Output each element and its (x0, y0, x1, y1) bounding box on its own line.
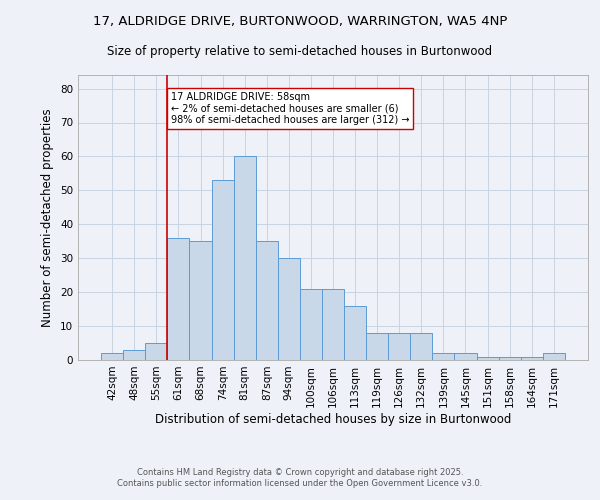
Text: 17, ALDRIDGE DRIVE, BURTONWOOD, WARRINGTON, WA5 4NP: 17, ALDRIDGE DRIVE, BURTONWOOD, WARRINGT… (93, 15, 507, 28)
Bar (300, 289, 322, 360)
Bar (167, 238, 190, 360)
Bar (433, 353, 454, 360)
Bar (145, 343, 167, 360)
Text: 17 ALDRIDGE DRIVE: 58sqm
← 2% of semi-detached houses are smaller (6)
98% of sem: 17 ALDRIDGE DRIVE: 58sqm ← 2% of semi-de… (171, 92, 409, 125)
Bar (344, 306, 366, 360)
Bar (123, 350, 145, 360)
Y-axis label: Number of semi-detached properties: Number of semi-detached properties (41, 108, 55, 327)
X-axis label: Distribution of semi-detached houses by size in Burtonwood: Distribution of semi-detached houses by … (155, 412, 511, 426)
Bar (212, 180, 233, 360)
Bar (278, 258, 300, 360)
Bar (322, 289, 344, 360)
Bar (366, 333, 388, 360)
Bar (454, 353, 476, 360)
Bar (476, 356, 499, 360)
Bar (543, 353, 565, 360)
Text: Contains HM Land Registry data © Crown copyright and database right 2025.
Contai: Contains HM Land Registry data © Crown c… (118, 468, 482, 487)
Text: Size of property relative to semi-detached houses in Burtonwood: Size of property relative to semi-detach… (107, 45, 493, 58)
Bar (233, 156, 256, 360)
Bar (521, 356, 543, 360)
Bar (410, 333, 433, 360)
Bar (101, 353, 123, 360)
Bar (256, 242, 278, 360)
Bar (499, 356, 521, 360)
Bar (388, 333, 410, 360)
Bar (190, 242, 212, 360)
